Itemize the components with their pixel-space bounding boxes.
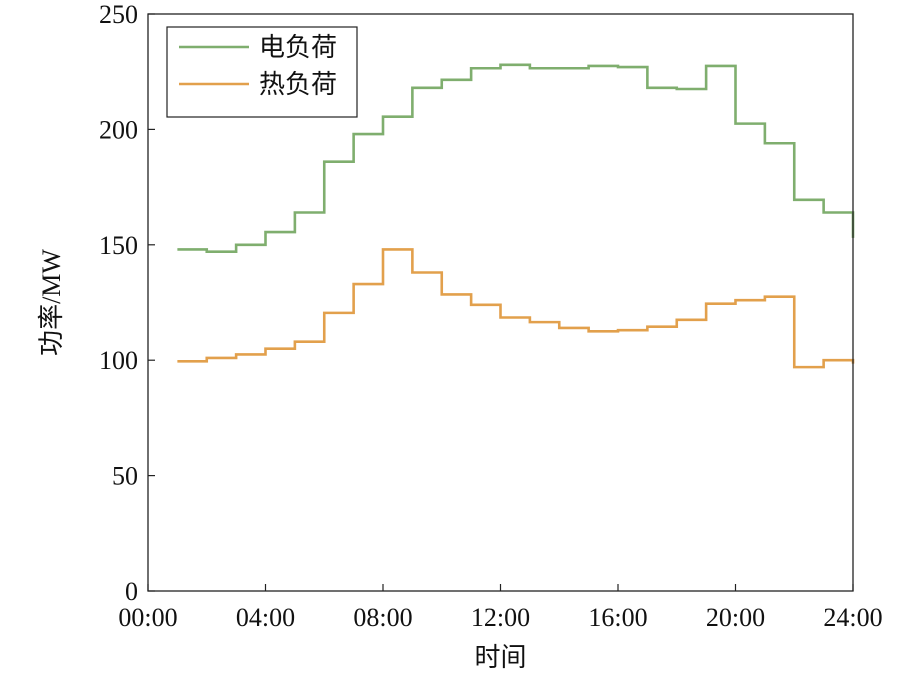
y-tick-label: 0 xyxy=(125,577,138,606)
y-tick-label: 250 xyxy=(99,0,138,29)
x-tick-label: 08:00 xyxy=(353,603,412,632)
series-layer xyxy=(177,63,855,369)
x-tick-label: 04:00 xyxy=(236,603,295,632)
x-tick-label: 12:00 xyxy=(471,603,530,632)
y-tick-label: 100 xyxy=(99,346,138,375)
legend-box xyxy=(166,26,358,118)
legend-label-1: 电负荷 xyxy=(259,33,337,62)
series-line-2 xyxy=(177,248,855,369)
x-tick-label: 16:00 xyxy=(588,603,647,632)
y-tick-label: 150 xyxy=(99,231,138,260)
legend-label-2: 热负荷 xyxy=(259,70,337,99)
y-axis-label: 功率/MW xyxy=(37,249,66,356)
y-tick-label: 50 xyxy=(112,462,138,491)
series-line-1 xyxy=(177,63,855,254)
x-tick-label: 24:00 xyxy=(823,603,882,632)
ticks-layer: 0 50 100 150 200 250 00:00 04:00 08:00 12:00 16:00… xyxy=(99,0,883,632)
x-tick-label: 00:00 xyxy=(118,603,177,632)
x-tick-label: 20:00 xyxy=(706,603,765,632)
y-tick-label: 200 xyxy=(99,115,138,144)
x-axis-label: 时间 xyxy=(474,643,526,672)
